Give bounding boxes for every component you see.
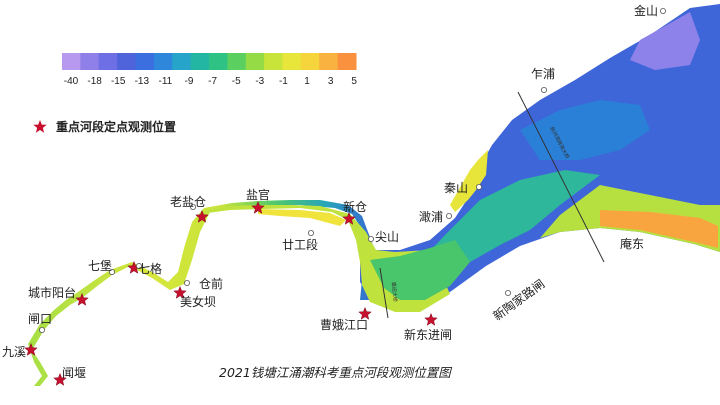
colorbar-swatch — [153, 53, 173, 70]
label-niangongduan: 廿工段 — [282, 237, 318, 252]
label-wenyan: 闻堰 — [62, 366, 86, 380]
colorbar-swatch — [190, 53, 210, 70]
label-xincang: 新仓 — [343, 199, 367, 214]
colorbar-tick-label: 5 — [351, 76, 357, 87]
colorbar-swatch — [282, 53, 302, 70]
label-yanguan: 盐官 — [246, 187, 270, 202]
label-chengshiyangtai: 城市阳台 — [28, 285, 76, 300]
point-qibao-icon — [109, 268, 116, 275]
label-caoejiang: 曹娥江口 — [320, 318, 368, 332]
legend: 重点河段定点观测位置 — [33, 119, 176, 134]
colorbar-swatch — [319, 53, 339, 70]
colorbar-swatch — [135, 53, 155, 70]
river-yellow-bank — [258, 209, 346, 226]
colorbar-tick-label: 3 — [328, 76, 334, 87]
colorbar-swatch — [264, 53, 284, 70]
colorbar-swatch — [172, 53, 192, 70]
point-niangongduan-icon — [307, 229, 314, 236]
label-xintaojia: 新陶家路闸 — [490, 276, 547, 323]
star-xindongjin-icon — [424, 312, 438, 326]
label-zhakou: 闸口 — [28, 312, 52, 326]
colorbar-swatch — [227, 53, 247, 70]
river-green-mid — [370, 240, 470, 300]
label-jianshan: 尖山 — [375, 230, 399, 244]
river-channel — [28, 200, 378, 386]
colorbar-swatch — [80, 53, 100, 70]
label-zhapu: 乍浦 — [531, 66, 555, 81]
label-qinshan: 秦山 — [444, 181, 468, 195]
label-jinshan: 金山 — [634, 3, 658, 18]
point-laoyancang-icon — [189, 203, 196, 210]
point-qinshan-icon — [475, 183, 482, 190]
colorbar-swatch — [209, 53, 228, 70]
label-qige: 七格 — [138, 261, 162, 276]
reference-points — [39, 7, 667, 333]
star-caoejiang-icon — [358, 306, 372, 320]
label-ganpu: 澉浦 — [419, 210, 443, 224]
point-qige-icon — [135, 262, 142, 269]
colorbar-tick-label: -3 — [255, 76, 264, 87]
star-chengshiyangtai-icon — [75, 292, 89, 306]
bridge-line-1 — [379, 267, 389, 319]
colorbar-swatch — [337, 53, 357, 70]
bay-green-channel — [420, 170, 600, 280]
star-laoyancang-icon — [195, 209, 209, 223]
colorbar-tick-label: -1 — [279, 76, 288, 87]
colorbar-swatch — [300, 53, 320, 70]
map-title: 2021钱塘江涌潮科考重点河段观测位置图 — [219, 365, 452, 380]
colorbar-tick-label: -15 — [111, 76, 126, 87]
point-xintaojia-icon — [504, 289, 511, 296]
colorbar-swatch — [245, 53, 265, 70]
bridge-label-1: 嘉绍大桥 — [390, 282, 399, 303]
colorbar-tick-label: 1 — [304, 76, 310, 87]
label-cangqian: 仓前 — [199, 276, 223, 291]
north-shore-shoal — [450, 150, 488, 212]
label-jiuxi: 九溪 — [2, 345, 26, 359]
colorbar-tick-label: -11 — [159, 76, 173, 87]
star-wenyan-icon — [53, 372, 67, 386]
label-meinvba: 美女坝 — [180, 294, 216, 309]
point-jianshan-icon — [367, 235, 374, 242]
bay-orange-shoal — [600, 210, 718, 248]
star-yanguan-icon — [251, 200, 265, 214]
colorbar-tick-label: -18 — [87, 76, 102, 87]
bridge-line-2 — [517, 91, 605, 263]
point-zhapu-icon — [541, 87, 548, 94]
legend-label: 重点河段定点观测位置 — [56, 119, 176, 134]
point-ganpu-icon — [445, 212, 452, 219]
bay-north-violet — [630, 12, 700, 70]
label-laoyancang: 老盐仓 — [170, 195, 206, 209]
colorbar-tick-label: -13 — [135, 76, 150, 87]
colorbar-tick-label: -7 — [208, 76, 217, 87]
colorbar-swatch — [62, 53, 81, 70]
label-xindongjin: 新东进闸 — [404, 327, 452, 342]
colorbar-swatch — [98, 53, 118, 70]
observation-markers — [24, 200, 438, 386]
star-meinvba-icon — [173, 285, 187, 299]
colorbar: -40 -18 -15 -13 -11 -9 -7 -5 -3 -1 1 3 5 — [62, 53, 357, 87]
colorbar-tick-label: -9 — [185, 76, 194, 87]
star-xincang-icon — [342, 211, 356, 225]
colorbar-swatch — [117, 53, 137, 70]
point-zhakou-icon — [39, 326, 46, 333]
star-jiuxi-icon — [24, 342, 38, 356]
point-jinshan-icon — [660, 7, 667, 14]
point-cangqian-icon — [183, 279, 190, 286]
colorbar-tick-label: -40 — [64, 76, 79, 87]
bay-teal — [520, 100, 650, 160]
label-qibao: 七堡 — [88, 258, 112, 273]
label-andong: 庵东 — [620, 236, 644, 251]
colorbar-tick-label: -5 — [232, 76, 241, 87]
legend-star-icon — [33, 120, 47, 133]
